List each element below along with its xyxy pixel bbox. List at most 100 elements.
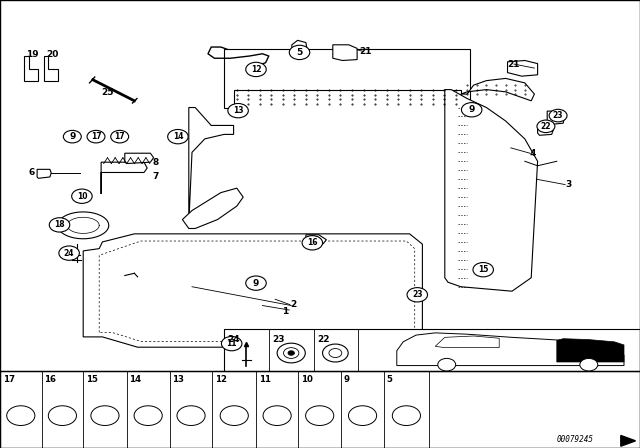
Text: 00079245: 00079245 xyxy=(557,435,594,444)
Polygon shape xyxy=(44,56,58,81)
Text: 22: 22 xyxy=(317,335,330,344)
Circle shape xyxy=(59,246,79,260)
Text: 20: 20 xyxy=(47,50,59,59)
Polygon shape xyxy=(101,162,147,194)
Polygon shape xyxy=(547,111,564,125)
Circle shape xyxy=(549,109,567,122)
Text: 8: 8 xyxy=(152,158,159,167)
Circle shape xyxy=(306,406,334,426)
Circle shape xyxy=(461,103,482,117)
Circle shape xyxy=(302,236,323,250)
Circle shape xyxy=(91,406,119,426)
Polygon shape xyxy=(24,56,38,81)
Text: 1: 1 xyxy=(282,307,288,316)
Text: 17: 17 xyxy=(3,375,15,384)
Circle shape xyxy=(392,406,420,426)
Text: 10: 10 xyxy=(301,375,313,384)
Text: 23: 23 xyxy=(412,290,422,299)
Polygon shape xyxy=(621,435,636,446)
Text: 23: 23 xyxy=(553,111,563,120)
Circle shape xyxy=(49,218,70,232)
Circle shape xyxy=(177,406,205,426)
Polygon shape xyxy=(189,108,234,224)
Text: 4: 4 xyxy=(530,149,536,158)
Text: 2: 2 xyxy=(290,300,296,309)
Polygon shape xyxy=(83,234,422,347)
Circle shape xyxy=(168,129,188,144)
Polygon shape xyxy=(58,212,109,239)
Bar xyxy=(0,371,640,448)
Text: 23: 23 xyxy=(272,335,285,344)
Circle shape xyxy=(263,406,291,426)
Text: 9: 9 xyxy=(344,375,349,384)
Text: 24: 24 xyxy=(227,335,240,344)
Circle shape xyxy=(289,45,310,60)
Circle shape xyxy=(246,62,266,77)
Text: 5: 5 xyxy=(296,48,303,57)
Text: 24: 24 xyxy=(64,249,74,258)
Circle shape xyxy=(134,406,163,426)
Text: 19: 19 xyxy=(26,50,38,59)
Circle shape xyxy=(228,103,248,118)
Circle shape xyxy=(246,276,266,290)
Text: 16: 16 xyxy=(44,375,56,384)
Circle shape xyxy=(580,358,598,371)
Circle shape xyxy=(349,406,376,426)
Text: 15: 15 xyxy=(478,265,488,274)
Text: 14: 14 xyxy=(129,375,141,384)
Text: 5: 5 xyxy=(387,375,392,384)
Circle shape xyxy=(323,344,348,362)
Circle shape xyxy=(111,130,129,143)
Text: 13: 13 xyxy=(233,106,243,115)
Circle shape xyxy=(220,406,248,426)
Text: 11: 11 xyxy=(227,339,237,348)
Polygon shape xyxy=(333,45,357,60)
Polygon shape xyxy=(224,49,470,108)
Circle shape xyxy=(329,349,342,358)
Text: 18: 18 xyxy=(54,220,65,229)
Text: 9: 9 xyxy=(69,132,76,141)
Text: 15: 15 xyxy=(86,375,98,384)
Text: 14: 14 xyxy=(173,132,183,141)
Circle shape xyxy=(72,189,92,203)
Circle shape xyxy=(7,406,35,426)
Text: 9: 9 xyxy=(253,279,259,288)
Polygon shape xyxy=(37,169,51,178)
Polygon shape xyxy=(306,235,326,245)
Text: 17: 17 xyxy=(91,132,101,141)
Polygon shape xyxy=(508,60,538,76)
Circle shape xyxy=(438,358,456,371)
Circle shape xyxy=(473,263,493,277)
Circle shape xyxy=(49,406,77,426)
Circle shape xyxy=(284,348,299,358)
Text: 6: 6 xyxy=(28,168,35,177)
Text: 25: 25 xyxy=(101,88,114,97)
Polygon shape xyxy=(125,153,154,164)
Circle shape xyxy=(407,288,428,302)
Text: 17: 17 xyxy=(115,132,125,141)
Bar xyxy=(224,329,640,371)
Text: 22: 22 xyxy=(541,122,551,131)
Text: 10: 10 xyxy=(77,192,87,201)
Polygon shape xyxy=(397,333,624,366)
Circle shape xyxy=(63,130,81,143)
Text: 7: 7 xyxy=(152,172,159,181)
Circle shape xyxy=(537,120,555,133)
Text: 13: 13 xyxy=(172,375,184,384)
Circle shape xyxy=(288,351,294,355)
Text: 12: 12 xyxy=(215,375,227,384)
Text: 3: 3 xyxy=(565,180,572,189)
Text: 16: 16 xyxy=(307,238,317,247)
Circle shape xyxy=(87,130,105,143)
Text: 12: 12 xyxy=(251,65,261,74)
Text: 9: 9 xyxy=(468,105,475,114)
Polygon shape xyxy=(538,125,554,135)
Polygon shape xyxy=(182,188,243,228)
Circle shape xyxy=(277,343,305,363)
Polygon shape xyxy=(557,339,624,362)
Text: 11: 11 xyxy=(259,375,271,384)
Polygon shape xyxy=(435,336,499,348)
Text: 21: 21 xyxy=(508,60,520,69)
Text: 21: 21 xyxy=(360,47,372,56)
Polygon shape xyxy=(445,90,538,291)
